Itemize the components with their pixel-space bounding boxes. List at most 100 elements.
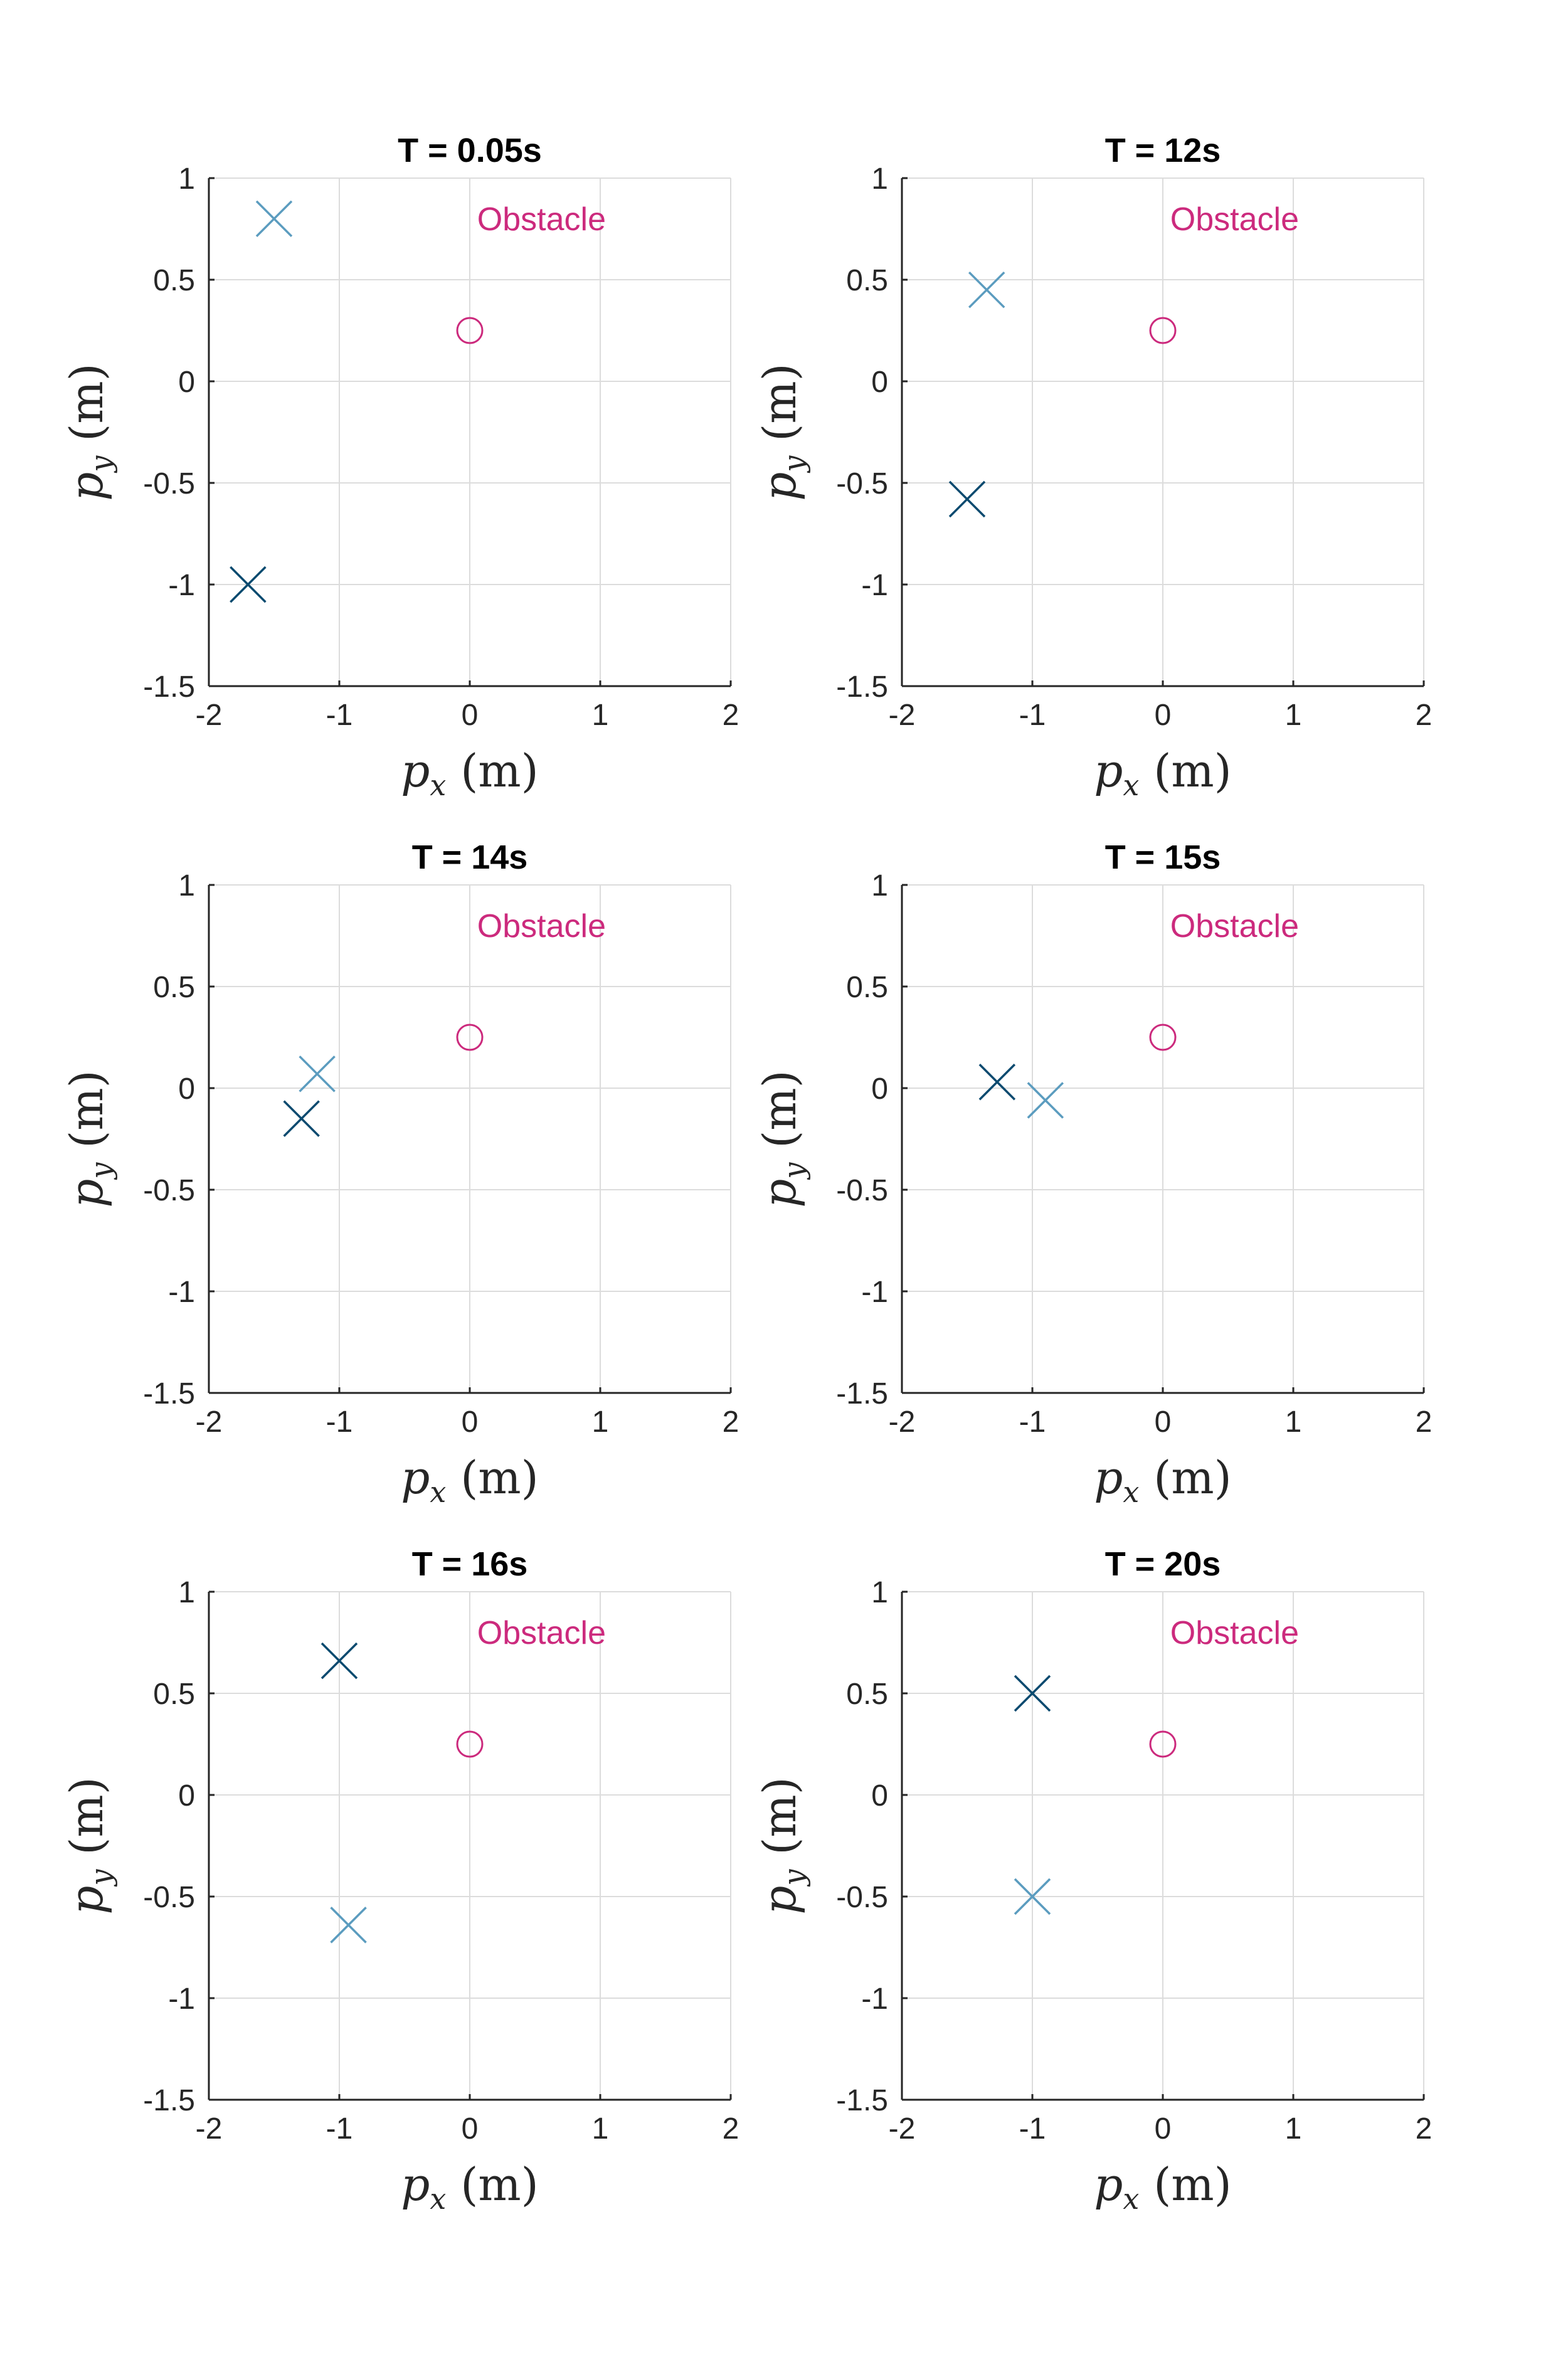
x-tick-label: -1 <box>326 699 353 732</box>
point-marker <box>968 271 1005 309</box>
x-tick-label: 0 <box>462 2112 479 2146</box>
y-tick-label: 0 <box>178 366 195 399</box>
y-tick-label: -1.5 <box>836 2084 888 2117</box>
point-marker-stroke <box>330 1907 367 1944</box>
y-tick-label: 0.5 <box>846 1678 888 1711</box>
obstacle-marker <box>1149 317 1177 344</box>
x-tick-label: 1 <box>1285 1405 1302 1439</box>
y-tick-label: 1 <box>871 869 888 902</box>
y-tick-label: 0.5 <box>153 264 195 297</box>
y-tick-label: 0.5 <box>846 264 888 297</box>
x-tick-label: -2 <box>889 2112 916 2146</box>
point-marker-stroke <box>283 1100 320 1137</box>
y-tick-label: -1 <box>168 1982 195 2016</box>
x-axis-label: px (m) <box>1094 1451 1231 1509</box>
y-tick-label: -1 <box>861 569 888 602</box>
point-marker-stroke <box>948 480 986 518</box>
x-tick-label: 0 <box>462 699 479 732</box>
x-tick-label: -1 <box>326 1405 353 1439</box>
y-tick-label: -0.5 <box>143 1881 195 1914</box>
chart-title: T = 0.05s <box>398 132 542 169</box>
y-tick-label: -0.5 <box>836 467 888 500</box>
point-marker-stroke <box>1027 1082 1064 1119</box>
y-tick-label: -1.5 <box>143 670 195 704</box>
x-tick-label: 1 <box>592 1405 609 1439</box>
point-marker <box>1014 1878 1051 1915</box>
x-tick-label: -2 <box>889 699 916 732</box>
obstacle-label: Obstacle <box>1170 908 1299 945</box>
point-marker <box>283 1100 320 1137</box>
obstacle-label: Obstacle <box>1170 1615 1299 1651</box>
point-marker <box>299 1056 336 1093</box>
x-tick-label: 2 <box>723 1405 739 1439</box>
y-tick-label: 0 <box>871 366 888 399</box>
obstacle-label: Obstacle <box>477 1615 606 1651</box>
y-tick-label: 1 <box>871 162 888 196</box>
y-tick-label: -0.5 <box>143 1174 195 1207</box>
x-tick-label: -2 <box>889 1405 916 1439</box>
chart-title: T = 15s <box>1105 839 1221 876</box>
y-tick-label: -0.5 <box>143 467 195 500</box>
point-marker-stroke <box>255 200 293 238</box>
y-tick-label: -0.5 <box>836 1174 888 1207</box>
obstacle-marker <box>1149 1730 1177 1758</box>
point-marker <box>230 566 267 603</box>
chart-title: T = 20s <box>1105 1545 1221 1583</box>
y-tick-label: 1 <box>178 869 195 902</box>
x-tick-label: 1 <box>1285 2112 1302 2146</box>
obstacle-marker <box>456 1730 484 1758</box>
point-marker <box>330 1907 367 1944</box>
x-tick-label: -1 <box>1019 1405 1046 1439</box>
x-tick-label: -1 <box>1019 2112 1046 2146</box>
y-tick-label: 0.5 <box>846 971 888 1004</box>
point-marker-stroke <box>1014 1675 1051 1712</box>
chart-title: T = 12s <box>1105 132 1221 169</box>
y-tick-label: -0.5 <box>836 1881 888 1914</box>
y-axis-label: py (m) <box>60 363 118 500</box>
x-tick-label: 2 <box>723 699 739 732</box>
x-tick-label: -1 <box>1019 699 1046 732</box>
point-marker-stroke <box>320 1642 358 1680</box>
x-tick-label: 0 <box>1155 2112 1172 2146</box>
y-tick-label: -1 <box>861 1276 888 1309</box>
point-marker-stroke <box>968 271 1005 309</box>
point-marker <box>320 1642 358 1680</box>
chart-title: T = 16s <box>412 1545 528 1583</box>
y-tick-label: -1.5 <box>143 2084 195 2117</box>
x-axis-label: px (m) <box>401 1451 538 1509</box>
x-tick-label: 1 <box>592 699 609 732</box>
obstacle-label: Obstacle <box>477 908 606 945</box>
y-tick-label: 1 <box>178 1576 195 1609</box>
x-tick-label: 2 <box>723 2112 739 2146</box>
y-tick-label: 0 <box>871 1779 888 1813</box>
y-tick-label: -1.5 <box>836 670 888 704</box>
obstacle-marker <box>456 317 484 344</box>
x-tick-label: 0 <box>462 1405 479 1439</box>
y-tick-label: 0 <box>178 1072 195 1106</box>
x-tick-label: -1 <box>326 2112 353 2146</box>
y-tick-label: -1 <box>168 1276 195 1309</box>
x-axis-label: px (m) <box>401 2158 538 2216</box>
y-tick-label: 1 <box>178 162 195 196</box>
point-marker <box>948 480 986 518</box>
y-axis-label: py (m) <box>60 1777 118 1914</box>
y-tick-label: -1 <box>168 569 195 602</box>
point-marker-stroke <box>299 1056 336 1093</box>
x-tick-label: 0 <box>1155 699 1172 732</box>
point-marker-stroke <box>230 566 267 603</box>
point-marker <box>978 1064 1016 1101</box>
point-marker-stroke <box>978 1064 1016 1101</box>
x-tick-label: 2 <box>1416 699 1433 732</box>
x-axis-label: px (m) <box>1094 744 1231 802</box>
x-axis-label: px (m) <box>401 744 538 802</box>
y-tick-label: 0 <box>178 1779 195 1813</box>
y-tick-label: -1.5 <box>143 1377 195 1410</box>
y-axis-label: py (m) <box>60 1070 118 1207</box>
y-tick-label: 0 <box>871 1072 888 1106</box>
y-tick-label: 0.5 <box>153 1678 195 1711</box>
y-axis-label: py (m) <box>753 363 811 500</box>
